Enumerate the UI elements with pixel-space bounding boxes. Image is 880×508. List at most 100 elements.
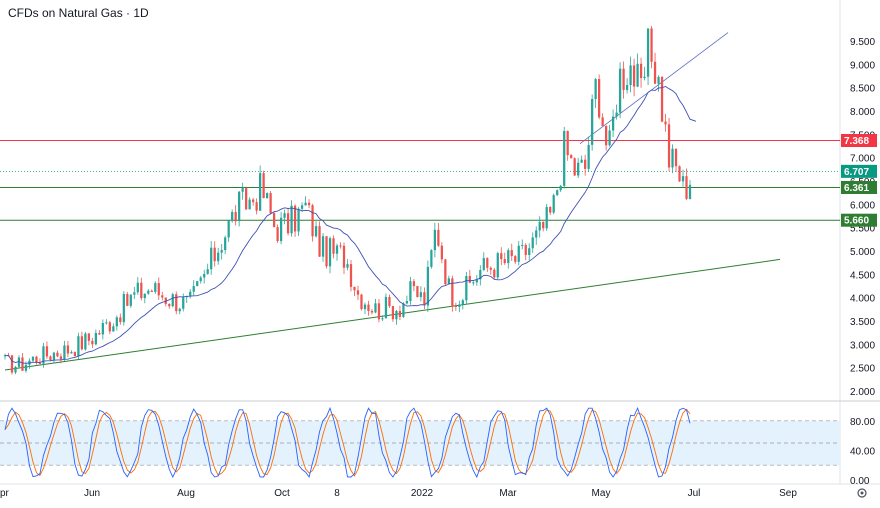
candle-body — [433, 229, 437, 251]
price-level-tag — [841, 213, 877, 227]
candle-body — [84, 333, 87, 350]
candle-body — [258, 173, 262, 211]
candle-body — [189, 291, 192, 297]
candle-body — [3, 355, 7, 357]
candle-body — [353, 286, 356, 291]
candle-body — [279, 217, 283, 242]
candle-body — [639, 63, 643, 79]
candle-body — [570, 155, 573, 159]
stoch-d-line — [4, 408, 691, 477]
candle-body — [573, 158, 576, 176]
candle-body — [360, 294, 363, 310]
candle-body — [178, 308, 181, 312]
candle-body — [77, 336, 80, 357]
candle-body — [297, 208, 300, 232]
candle-body — [38, 362, 42, 364]
y-tick-label: 6.000 — [850, 200, 875, 211]
candle-body — [381, 318, 384, 320]
candle-body — [653, 61, 657, 84]
candle-body — [486, 258, 489, 268]
candle-body — [542, 221, 545, 229]
candle-body — [91, 340, 94, 345]
candle-body — [70, 352, 73, 354]
candle-body — [538, 221, 541, 231]
candle-body — [122, 293, 125, 323]
candle-body — [489, 267, 492, 270]
price-level-label: 6.707 — [844, 167, 869, 178]
candle-body — [660, 76, 664, 122]
y-tick-label: 5.000 — [850, 247, 875, 258]
candle-body — [604, 125, 608, 146]
candle-body — [559, 185, 562, 191]
candle-body — [339, 245, 342, 247]
settings-gear-icon[interactable] — [857, 488, 867, 498]
candle-body — [517, 245, 520, 262]
candle-body — [556, 190, 559, 196]
candle-body — [524, 244, 527, 256]
x-tick-label: Sep — [779, 488, 797, 499]
moving-average-line — [5, 86, 697, 364]
stoch-tick-label: 0.00 — [850, 476, 870, 487]
candle-body — [405, 301, 409, 304]
candle-body — [465, 275, 468, 301]
candle-body — [451, 278, 454, 306]
candle-body — [332, 238, 335, 254]
candle-body — [171, 294, 174, 307]
y-tick-label: 3.500 — [850, 317, 875, 328]
candle-body — [646, 28, 650, 77]
candle-body — [318, 226, 321, 257]
candle-body — [108, 322, 111, 332]
y-tick-label: 4.500 — [850, 270, 875, 281]
candle-body — [164, 297, 167, 304]
y-tick-label: 3.000 — [850, 340, 875, 351]
candle-body — [42, 346, 45, 364]
candle-body — [206, 269, 209, 274]
x-tick-label: pr — [0, 488, 10, 499]
candle-body — [234, 211, 237, 222]
candle-body — [535, 230, 538, 238]
candle-body — [563, 130, 566, 186]
candle-body — [300, 205, 304, 209]
candle-body — [66, 345, 70, 354]
candle-body — [17, 357, 21, 367]
x-tick-label: Jun — [84, 488, 100, 499]
y-tick-label: 8.500 — [850, 84, 875, 95]
candle-body — [377, 303, 381, 320]
candle-body — [374, 303, 377, 313]
candle-body — [49, 356, 52, 361]
upper-trendline — [579, 32, 729, 144]
y-tick-label: 2.500 — [850, 364, 875, 375]
candle-body — [591, 99, 594, 145]
candle-body — [416, 286, 419, 298]
candle-body — [493, 269, 496, 278]
candle-body — [342, 245, 346, 268]
candle-body — [618, 68, 622, 113]
candle-body — [335, 245, 339, 254]
candle-body — [566, 130, 569, 156]
candle-body — [175, 294, 178, 312]
price-level-label: 5.660 — [844, 216, 869, 227]
candle-body — [636, 63, 639, 87]
candle-body — [157, 283, 160, 296]
candle-body — [150, 290, 153, 292]
candle-body — [388, 296, 391, 307]
candle-body — [255, 202, 258, 211]
y-tick-label: 5.500 — [850, 224, 875, 235]
candle-body — [220, 250, 223, 253]
candle-body — [269, 193, 272, 214]
candles — [3, 25, 692, 375]
candle-body — [105, 322, 108, 324]
candle-body — [587, 144, 590, 169]
candle-body — [140, 282, 143, 299]
candle-body — [349, 264, 353, 287]
candle-body — [625, 85, 629, 90]
candle-body — [419, 292, 423, 298]
candle-body — [101, 323, 104, 335]
candle-body — [210, 247, 213, 270]
candle-body — [664, 121, 667, 125]
candle-body — [328, 238, 332, 267]
candle-body — [629, 65, 632, 86]
candle-body — [395, 310, 398, 320]
